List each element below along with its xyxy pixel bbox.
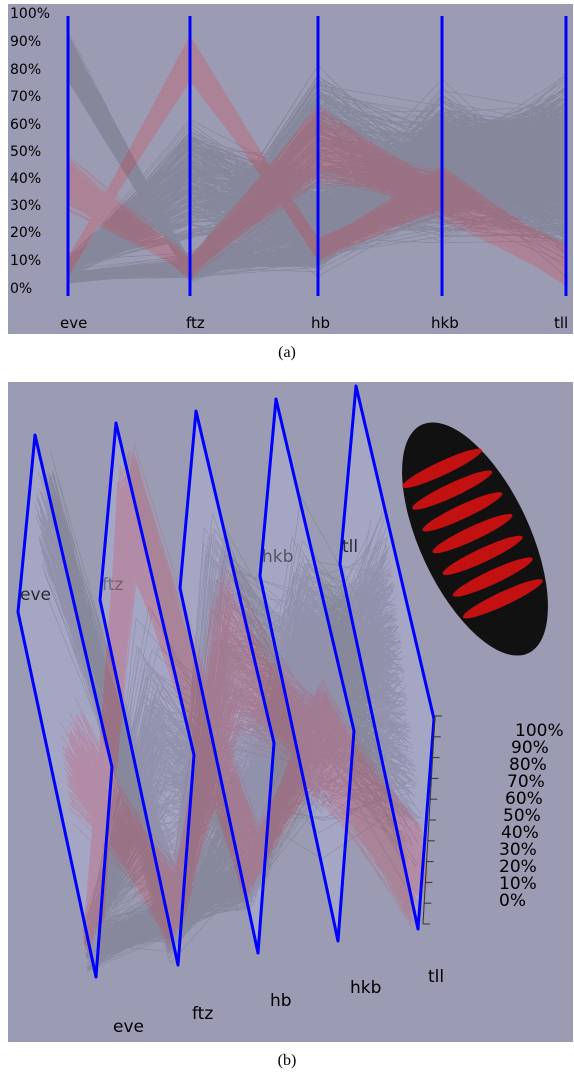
plane-frame [16,433,114,979]
plane-fill [180,411,274,953]
axis-label-eve: eve [60,314,87,332]
pct-label: 20% [499,857,537,877]
axis-labels: eve ftz hb hkb tll [113,967,444,1037]
embryo-stripe [432,513,513,554]
y-tick-label: 50% [10,144,41,160]
plane-frame [98,421,196,967]
plane-label-ftz: ftz [102,575,123,595]
y-tick-label: 60% [10,117,41,133]
embryo-stripe [402,448,483,488]
y-tick-label: 10% [10,253,41,269]
pct-label: 90% [511,738,549,758]
pct-label: 60% [505,789,543,809]
parallel-coordinates-3d-plot: eve ftz hkb tll 100% 90% 80% 70% 60% 50%… [16,384,564,1037]
y-tick-label: 30% [10,198,41,214]
y-tick-label: 20% [10,225,41,241]
axis-label-ftz: ftz [186,314,205,332]
parallel-coordinates-3d: eve ftz hkb tll 100% 90% 80% 70% 60% 50%… [8,382,573,1042]
axis-labels: eve ftz hb hkb tll [60,314,568,332]
pct-label: 10% [499,874,537,894]
plane-layer [18,386,434,977]
plane-label-eve: eve [20,585,51,605]
y-tick-label: 80% [10,62,41,78]
plane-fill [100,423,194,965]
plane-frame [258,397,356,943]
embryo-stripes [402,448,543,619]
embryo-stripe [452,557,533,597]
parallel-coordinates-2d: 100% 90% 80% 70% 60% 50% 40% 30% 20% 10%… [8,4,573,334]
embryo-stripe [412,470,493,510]
caption-a: (a) [278,344,296,361]
embryo-image [402,422,548,656]
y-tick-label: 40% [10,171,41,187]
pct-label: 80% [509,755,547,775]
y-tick-label: 90% [10,34,41,50]
axis-label-hb: hb [311,314,330,332]
axis-label-ftz: ftz [192,1004,213,1024]
pct-label: 30% [499,840,537,860]
pct-label: 40% [501,823,539,843]
highlighted-lines [59,444,430,959]
axis-label-hkb: hkb [431,314,459,332]
axis-label-tll: tll [428,967,444,987]
axis-label-eve: eve [113,1017,144,1037]
percent-ruler [422,715,442,925]
y-tick-label: 100% [10,6,50,22]
pct-label: 70% [507,772,545,792]
plane-frame-layer [16,384,436,979]
axis-label-tll: tll [554,314,568,332]
embryo-stripe [462,579,543,619]
y-tick-labels: 100% 90% 80% 70% 60% 50% 40% 30% 20% 10%… [10,6,50,297]
plane-fill [260,399,354,941]
plane-labels: eve ftz hkb tll [20,537,358,605]
percent-labels: 100% 90% 80% 70% 60% 50% 40% 30% 20% 10%… [499,721,564,911]
axis-label-hkb: hkb [350,978,381,998]
plane-frame [178,409,276,955]
pct-label: 0% [499,891,526,911]
parallel-coordinates-2d-plot: 100% 90% 80% 70% 60% 50% 40% 30% 20% 10%… [10,6,568,332]
embryo-stripe [442,535,523,575]
plane-frame [338,384,436,931]
embryo-stripe [422,492,503,532]
axis-layer [66,16,568,296]
plane-fill [340,386,434,929]
y-tick-label: 0% [10,281,32,297]
pct-label: 50% [503,806,541,826]
y-tick-label: 70% [10,89,41,105]
caption-b: (b) [277,1052,297,1069]
pct-label: 100% [515,721,564,741]
plane-label-tll: tll [342,537,358,557]
plane-fill [18,435,112,977]
axis-label-hb: hb [270,991,292,1011]
plane-label-hkb: hkb [262,547,293,567]
